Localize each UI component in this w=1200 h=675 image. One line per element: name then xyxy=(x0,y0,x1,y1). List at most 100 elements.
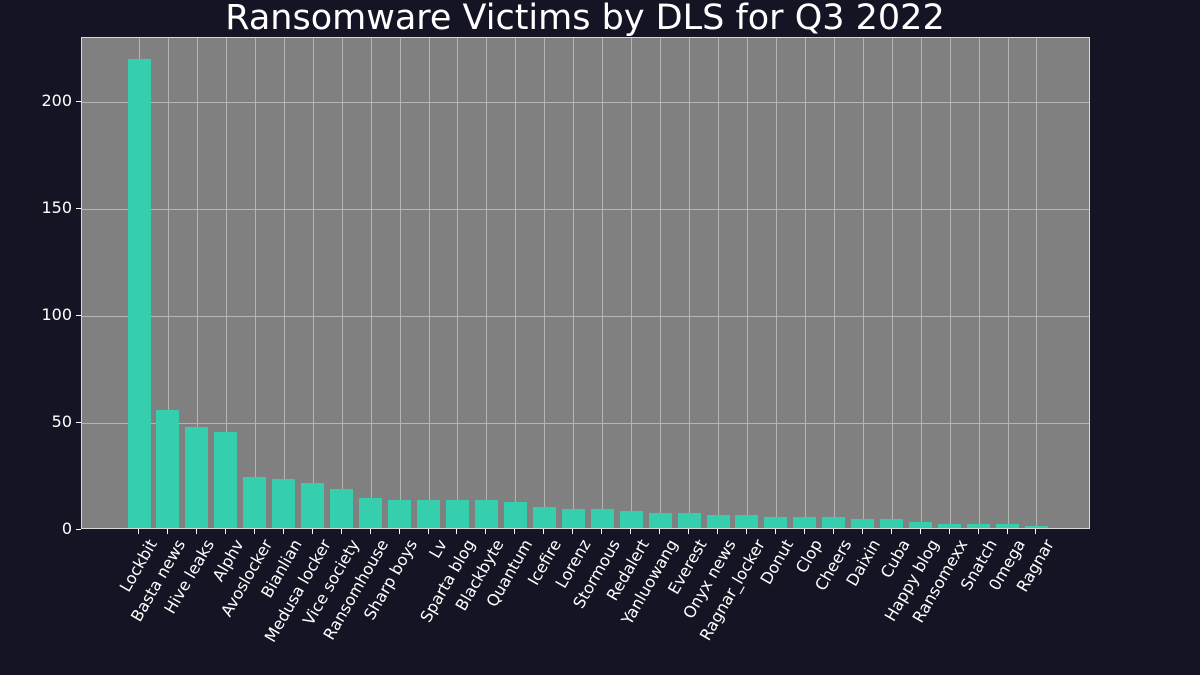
gridline-vertical xyxy=(544,38,546,528)
bar-vice-society xyxy=(330,489,354,528)
gridline-vertical xyxy=(283,38,285,528)
bar-lockbit xyxy=(127,59,151,528)
gridline-vertical xyxy=(862,38,864,528)
bar-happy-blog xyxy=(909,521,933,528)
x-tick-mark xyxy=(659,529,661,534)
bar-snatch xyxy=(967,523,991,528)
x-tick-mark xyxy=(456,529,458,534)
x-tick-mark xyxy=(1035,529,1037,534)
y-tick-mark xyxy=(76,529,81,530)
gridline-vertical xyxy=(602,38,604,528)
x-tick-mark xyxy=(977,529,979,534)
gridline-vertical xyxy=(428,38,430,528)
x-tick-mark xyxy=(224,529,226,534)
x-tick-label: Lv xyxy=(424,536,451,562)
gridline-vertical xyxy=(457,38,459,528)
gridline-vertical xyxy=(746,38,748,528)
gridline-horizontal xyxy=(82,209,1089,210)
x-tick-mark xyxy=(427,529,429,534)
gridline-vertical xyxy=(1036,38,1038,528)
bar-stormous xyxy=(590,508,614,528)
y-tick-label: 0 xyxy=(61,519,72,538)
y-tick-label: 150 xyxy=(41,198,72,217)
gridline-vertical xyxy=(370,38,372,528)
bar-sharp-boys xyxy=(388,500,412,528)
x-tick-mark xyxy=(1006,529,1008,534)
gridline-vertical xyxy=(775,38,777,528)
y-tick-mark xyxy=(76,208,81,209)
x-tick-mark xyxy=(601,529,603,534)
bar-daixin xyxy=(851,519,875,528)
x-tick-mark xyxy=(543,529,545,534)
gridline-vertical xyxy=(196,38,198,528)
gridline-vertical xyxy=(225,38,227,528)
y-tick-mark xyxy=(76,101,81,102)
y-tick-label: 200 xyxy=(41,91,72,110)
bar-ransomexx xyxy=(938,523,962,528)
chart-title: Ransomware Victims by DLS for Q3 2022 xyxy=(225,0,945,38)
bar-sparta-blog xyxy=(445,500,469,528)
bar-donut xyxy=(764,517,788,528)
x-tick-mark xyxy=(890,529,892,534)
gridline-vertical xyxy=(718,38,719,528)
gridline-vertical xyxy=(978,38,980,528)
bar-cuba xyxy=(880,519,904,528)
x-tick-mark xyxy=(369,529,371,534)
x-tick-mark xyxy=(311,529,313,534)
gridline-vertical xyxy=(167,38,169,528)
bar-bianlian xyxy=(272,478,296,528)
gridline-vertical xyxy=(399,38,401,528)
bar-yanluowang xyxy=(648,513,672,528)
bar-lv xyxy=(417,500,440,528)
bar-everest xyxy=(677,513,701,528)
y-tick-label: 50 xyxy=(51,412,72,431)
bar-quantum xyxy=(503,502,527,528)
x-tick-mark xyxy=(253,529,255,534)
bar-ransomhouse xyxy=(359,498,383,528)
gridline-vertical xyxy=(804,38,806,528)
x-tick-mark xyxy=(919,529,921,534)
x-tick-mark xyxy=(166,529,168,534)
gridline-vertical xyxy=(631,38,633,528)
x-tick-mark xyxy=(514,529,516,534)
bar-onyx-news xyxy=(706,515,730,528)
bar-blackbyte xyxy=(474,500,498,528)
x-tick-mark xyxy=(745,529,747,534)
x-tick-mark xyxy=(572,529,574,534)
bar-redalert xyxy=(619,510,643,528)
x-tick-mark xyxy=(340,529,342,534)
x-tick-mark xyxy=(138,529,139,534)
bar-avoslocker xyxy=(243,476,267,528)
bar-clop xyxy=(793,517,817,528)
bar-hive-leaks xyxy=(185,427,209,528)
bar-ragnar xyxy=(1024,525,1048,528)
x-tick-mark xyxy=(485,529,487,534)
x-tick-mark xyxy=(630,529,632,534)
gridline-vertical xyxy=(949,38,951,528)
gridline-vertical xyxy=(254,38,256,528)
x-tick-mark xyxy=(948,529,950,534)
gridline-vertical xyxy=(573,38,575,528)
bar-alphv xyxy=(214,431,238,528)
x-tick-mark xyxy=(717,529,718,534)
gridline-horizontal xyxy=(82,423,1089,424)
gridline-horizontal xyxy=(82,102,1089,103)
gridline-vertical xyxy=(1007,38,1009,528)
x-tick-mark xyxy=(195,529,197,534)
x-tick-mark xyxy=(688,529,690,534)
gridline-vertical xyxy=(920,38,922,528)
gridline-vertical xyxy=(660,38,662,528)
gridline-vertical xyxy=(486,38,488,528)
gridline-vertical xyxy=(891,38,893,528)
x-tick-mark xyxy=(832,529,834,534)
gridline-vertical xyxy=(312,38,314,528)
gridline-vertical xyxy=(341,38,343,528)
gridline-vertical xyxy=(689,38,691,528)
x-tick-mark xyxy=(803,529,805,534)
bar-ragnar-locker xyxy=(735,515,759,528)
x-tick-mark xyxy=(398,529,400,534)
x-tick-mark xyxy=(774,529,776,534)
plot-area xyxy=(81,37,1090,529)
gridline-vertical xyxy=(515,38,517,528)
bar-0mega xyxy=(996,523,1019,528)
